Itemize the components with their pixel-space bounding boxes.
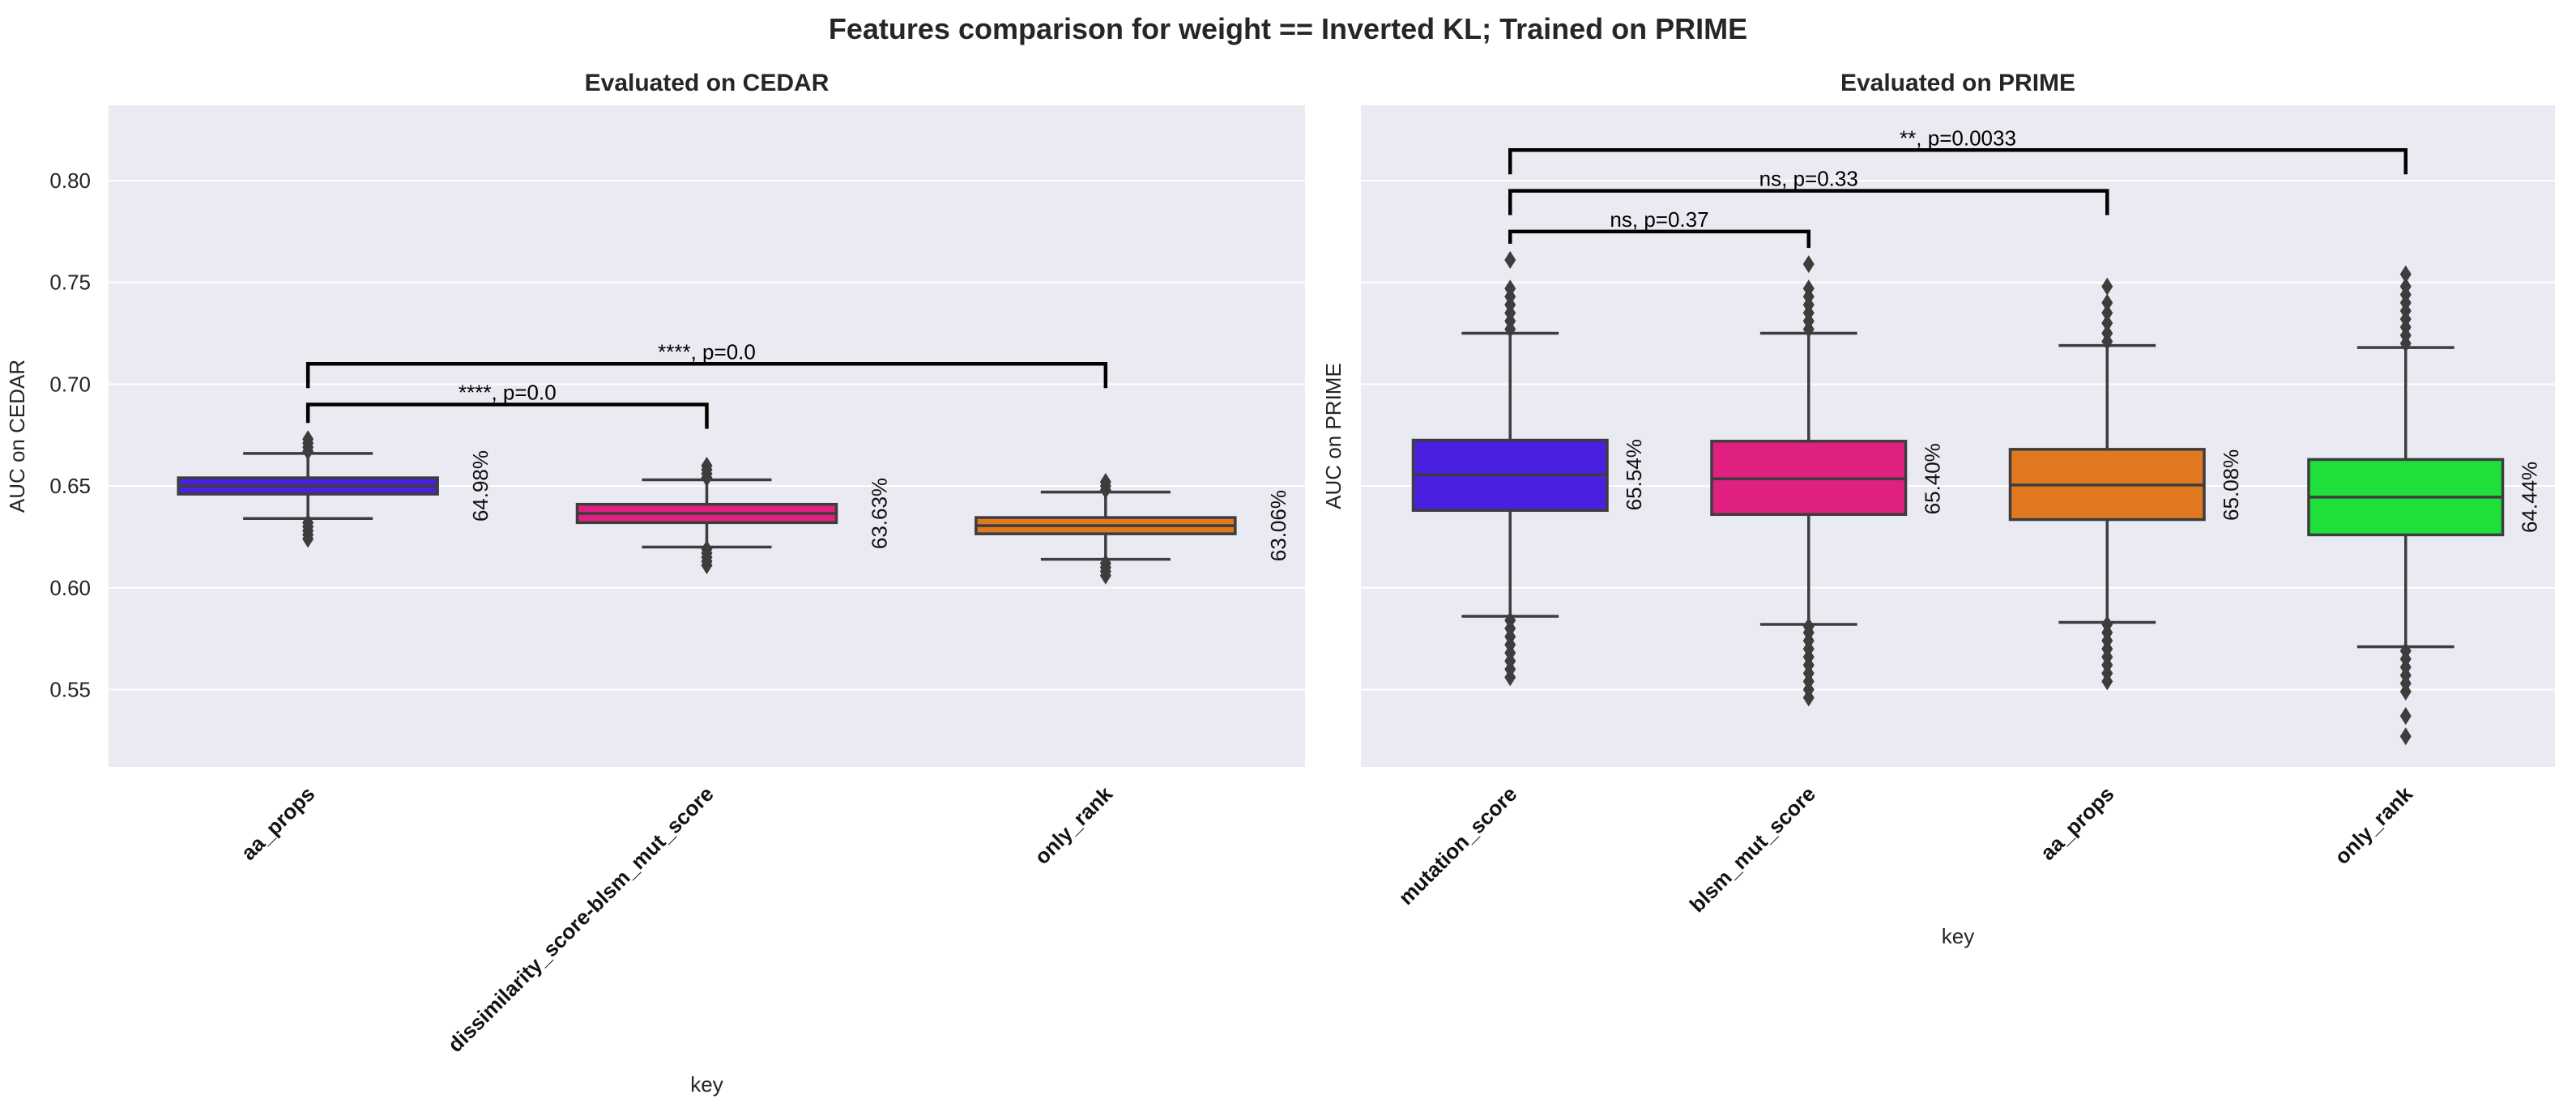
y-tick-label: 0.70 (49, 372, 91, 396)
mean-label: 64.44% (2518, 462, 2542, 533)
x-tick-label: dissimilarity_score-blsm_mut_score (443, 781, 719, 1057)
outlier-point (2101, 313, 2113, 332)
x-tick-label: only_rank (1030, 781, 1117, 869)
outlier-point (1504, 251, 1516, 270)
outlier-point (2399, 641, 2412, 660)
outlier-point (1099, 473, 1111, 492)
outlier-point (2399, 277, 2412, 296)
plot-area (109, 105, 1305, 767)
plot-area (1361, 105, 2555, 767)
mean-label: 64.98% (468, 450, 493, 522)
significance-bracket: ****, p=0.0 (305, 339, 1108, 389)
outlier-point (701, 456, 713, 475)
significance-bracket: ****, p=0.0 (305, 381, 709, 429)
outlier-point (302, 513, 314, 532)
bracket-line (1508, 189, 2109, 215)
outlier-point (701, 540, 713, 559)
outlier-point (302, 430, 314, 449)
bracket-line (305, 362, 1108, 389)
outlier-point (2101, 277, 2113, 296)
outlier-point (1802, 255, 1815, 274)
outlier-point (1504, 279, 1516, 298)
axes-title: Evaluated on CEDAR (585, 70, 830, 96)
significance-bracket: ns, p=0.37 (1508, 207, 1810, 249)
significance-bracket: **, p=0.0033 (1508, 126, 2408, 175)
axes-title: Evaluated on PRIME (1840, 70, 2075, 96)
outlier-point (2101, 293, 2113, 312)
outlier-point (2399, 727, 2412, 746)
bracket-label: ns, p=0.33 (1759, 167, 1858, 191)
bracket-label: **, p=0.0033 (1900, 126, 2016, 150)
box-aa_props: 64.98% (177, 430, 493, 548)
outlier-point (2399, 707, 2412, 726)
outlier-point (2101, 304, 2113, 322)
bracket-line (1508, 229, 1810, 249)
outlier-point (2399, 265, 2412, 283)
mean-label: 65.54% (1622, 439, 1646, 510)
outlier-point (1099, 554, 1111, 573)
outlier-point (2101, 615, 2113, 634)
y-tick-label: 0.60 (49, 576, 91, 600)
mean-label: 65.40% (1921, 443, 1945, 514)
mean-label: 63.63% (868, 478, 892, 549)
x-tick-label: mutation_score (1393, 781, 1521, 909)
outlier-point (2101, 324, 2113, 343)
y-tick-label: 0.80 (49, 168, 91, 193)
box-dissimilarity_score-blsm_mut_score: 63.63% (575, 456, 892, 575)
outlier-point (1504, 611, 1516, 630)
bracket-label: ****, p=0.0 (658, 339, 756, 364)
bracket-line (305, 402, 709, 429)
y-tick-label: 0.55 (49, 677, 91, 701)
x-tick-label: aa_props (236, 781, 319, 865)
figure-title: Features comparison for weight == Invert… (829, 12, 1747, 45)
bracket-label: ****, p=0.0 (458, 381, 557, 405)
y-axis-label: AUC on PRIME (1321, 363, 1346, 509)
x-tick-label: only_rank (2330, 781, 2417, 869)
chart-panel-2: Evaluated on PRIME AUC on PRIME key 65.54% m… (1321, 70, 2555, 948)
box-blsm_mut_score: 65.40% (1710, 255, 1945, 707)
significance-bracket: ns, p=0.33 (1508, 167, 2109, 215)
bracket-label: ns, p=0.37 (1610, 207, 1708, 232)
y-tick-label: 0.65 (49, 474, 91, 498)
x-axis-label: key (690, 1072, 723, 1097)
x-tick-label: aa_props (2036, 781, 2119, 865)
y-tick-label: 0.75 (49, 270, 91, 295)
box-only_rank: 64.44% (2307, 265, 2542, 746)
chart-panel-1: 0.55 0.60 0.65 0.70 0.75 0.80 Evaluated on CED… (5, 70, 1305, 1097)
outlier-point (1802, 617, 1815, 636)
x-tick-label: blsm_mut_score (1685, 781, 1820, 917)
box-only_rank: 63.06% (975, 473, 1290, 585)
x-axis-label: key (1942, 924, 1974, 948)
bracket-line (1508, 148, 2408, 175)
box-aa_props: 65.08% (2008, 277, 2243, 691)
mean-label: 65.08% (2219, 449, 2243, 521)
mean-label: 63.06% (1266, 490, 1290, 561)
outlier-point (1802, 279, 1815, 298)
box-mutation_score: 65.54% (1411, 251, 1646, 687)
y-axis-label: AUC on CEDAR (5, 360, 29, 513)
